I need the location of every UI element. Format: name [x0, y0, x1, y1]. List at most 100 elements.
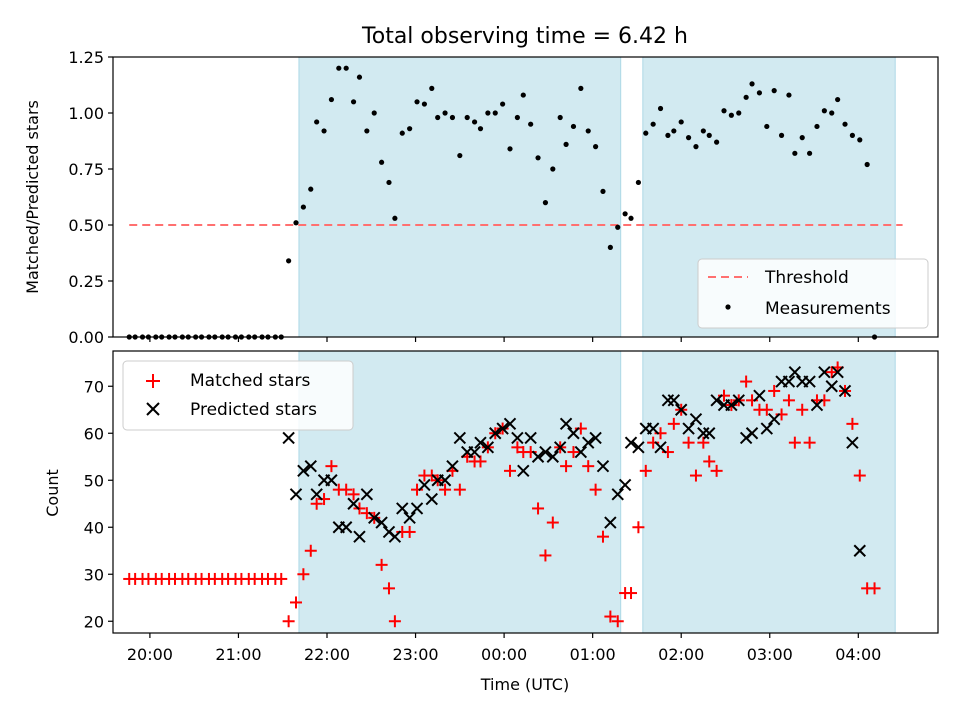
predicted-star-point: [567, 427, 580, 440]
predicted-legend-label: Predicted stars: [190, 400, 317, 420]
measurement-point: [492, 110, 498, 116]
bottom-xtick-label: 21:00: [215, 645, 261, 664]
matched-star-point: [290, 596, 303, 609]
matched-star-point: [682, 436, 695, 449]
matched-star-point: [282, 615, 295, 628]
measurement-point: [343, 65, 349, 71]
top-x-ticks: [149, 337, 859, 342]
predicted-star-point: [810, 398, 824, 412]
bottom-y-ticks: 20 30 40 50 60 70: [84, 377, 113, 631]
measurement-point: [500, 101, 506, 107]
predicted-star-point: [618, 478, 632, 492]
measurement-point: [350, 99, 357, 105]
predicted-star-point: [474, 436, 487, 449]
predicted-star-point: [531, 450, 545, 463]
matched-star-point: [504, 464, 517, 477]
matched-star-point: [596, 530, 609, 543]
bottom-xtick-label: 04:00: [835, 645, 881, 664]
measurement-point: [736, 110, 742, 116]
measurement-point: [442, 110, 448, 116]
predicted-star-point: [725, 398, 738, 412]
matched-star-point: [667, 417, 680, 430]
matched-star-point: [297, 568, 310, 581]
predicted-star-point: [767, 412, 781, 426]
bottom-ytick-label: 30: [84, 565, 104, 584]
predicted-star-point: [468, 445, 481, 459]
matched-star-point: [604, 610, 617, 623]
predicted-star-point: [339, 521, 353, 534]
matched-star-point: [740, 375, 753, 388]
predicted-star-point: [453, 431, 467, 445]
measurement-point: [622, 211, 628, 217]
measurement-point: [550, 166, 556, 172]
predicted-star-point: [418, 478, 431, 492]
predicted-star-point: [347, 497, 360, 510]
measurement-point: [799, 135, 805, 141]
predicted-star-point: [574, 445, 588, 459]
measurement-point: [749, 81, 755, 87]
matched-legend-swatch: [146, 374, 160, 388]
matched-star-point: [689, 469, 702, 482]
predicted-stars-points: [282, 365, 866, 557]
predicted-star-point: [511, 431, 524, 445]
predicted-star-point: [853, 544, 866, 557]
measurement-point: [728, 112, 734, 118]
bottom-ytick-label: 50: [84, 471, 104, 490]
predicted-star-point: [289, 488, 303, 501]
measurement-point: [399, 130, 405, 136]
predicted-star-point: [553, 441, 567, 454]
measurement-point: [507, 146, 513, 152]
measurement-point: [721, 108, 727, 114]
bottom-xtick-label: 02:00: [658, 645, 704, 664]
matched-star-point: [782, 394, 795, 407]
matched-star-point: [532, 502, 545, 515]
bottom-legend-box: [122, 360, 354, 431]
measurement-point: [665, 132, 671, 138]
measurement-point: [392, 215, 398, 221]
measurement-point: [678, 119, 684, 125]
measurement-point: [449, 114, 456, 121]
matched-star-point: [546, 516, 559, 529]
matched-star-point: [788, 436, 801, 449]
matched-star-point: [453, 483, 466, 496]
predicted-star-point: [546, 450, 560, 463]
predicted-star-point: [438, 474, 452, 487]
measurements-legend-label: Measurements: [765, 299, 891, 319]
x-axis-label: Time (UTC): [480, 675, 569, 694]
predicted-star-point: [589, 431, 602, 445]
predicted-star-point: [297, 464, 310, 478]
measurement-point: [379, 159, 385, 165]
measurement-point: [414, 99, 420, 105]
measurement-point: [786, 92, 792, 98]
predicted-star-point: [611, 488, 624, 501]
measurement-point: [421, 101, 428, 107]
measurement-point: [585, 128, 591, 134]
predicted-star-point: [596, 459, 610, 473]
measurement-point: [743, 94, 749, 100]
predicted-star-point: [689, 412, 703, 426]
bottom-ytick-label: 60: [84, 424, 104, 443]
predicted-star-point: [624, 436, 638, 449]
predicted-star-point: [667, 394, 681, 407]
predicted-star-point: [831, 365, 844, 379]
bottom-xtick-label: 22:00: [304, 645, 350, 664]
measurements-legend-swatch: [725, 304, 731, 310]
matched-star-point: [703, 455, 716, 468]
measurement-point: [308, 186, 314, 192]
measurement-point: [429, 85, 435, 91]
predicted-star-point: [388, 530, 402, 543]
matched-star-point: [632, 521, 645, 534]
measurement-point: [570, 123, 577, 130]
measurement-point: [756, 90, 763, 96]
count-panel: 20 30 40 50 60 70 20:00 21:00 22:00 23:00 00:00 01…: [43, 350, 939, 694]
bottom-x-ticks: 20:00 21:00 22:00 23:00 00:00 01:00 02:00 03:00…: [127, 633, 881, 664]
predicted-star-point: [282, 431, 295, 445]
predicted-legend-swatch: [146, 402, 160, 416]
bottom-xtick-label: 00:00: [481, 645, 527, 664]
measurement-point: [356, 74, 363, 80]
matched-star-point: [539, 549, 552, 562]
predicted-star-point: [604, 516, 617, 529]
measurement-point: [607, 244, 613, 250]
measurement-point: [700, 128, 706, 134]
measurement-point: [821, 108, 827, 114]
